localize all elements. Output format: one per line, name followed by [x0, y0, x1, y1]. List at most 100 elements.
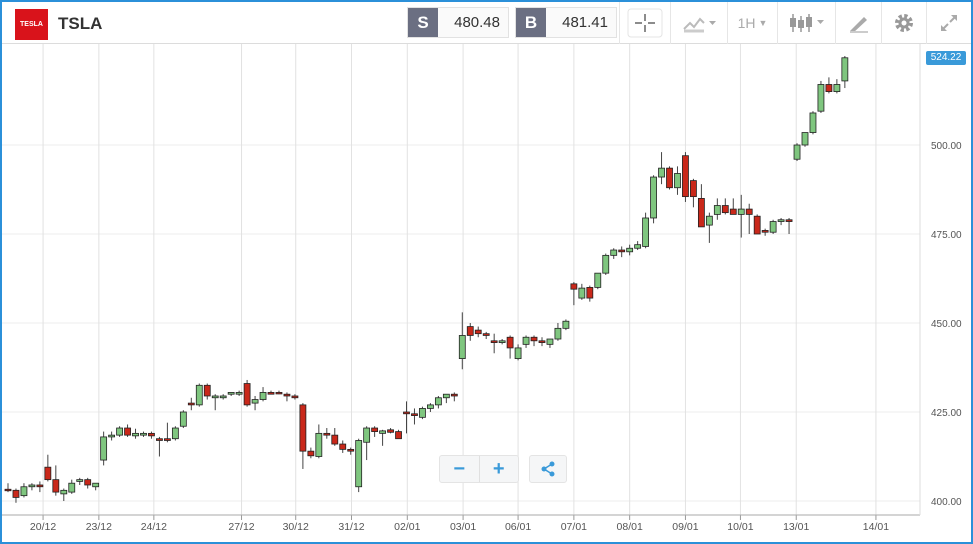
- gear-icon: [895, 14, 913, 32]
- candle-body: [434, 397, 442, 406]
- candle-body: [28, 484, 36, 488]
- candle-body: [801, 132, 809, 146]
- candlestick-icon: [789, 14, 824, 32]
- x-tick-label: 10/01: [727, 521, 753, 533]
- candle-body: [618, 249, 626, 253]
- candle-body: [705, 215, 713, 226]
- y-tick-label: 400.00: [931, 497, 962, 508]
- candle-body: [291, 395, 299, 399]
- timeframe-label: 1H: [737, 15, 756, 31]
- candle-body: [403, 411, 410, 415]
- candle-body: [108, 434, 116, 438]
- candle-body: [163, 438, 171, 441]
- crosshair-button[interactable]: [619, 2, 670, 44]
- x-tick-label: 08/01: [617, 521, 643, 533]
- candle-body: [650, 176, 657, 219]
- candle-body: [634, 244, 642, 249]
- candle-body: [323, 432, 331, 436]
- y-tick-label: 500.00: [931, 141, 962, 152]
- candle-body: [626, 247, 634, 253]
- candle-body: [307, 450, 315, 457]
- candle-body: [419, 408, 426, 418]
- x-tick-label: 06/01: [505, 521, 531, 533]
- x-tick-label: 31/12: [338, 521, 364, 533]
- candle-body: [259, 392, 267, 400]
- candle-body: [100, 436, 108, 461]
- candle-body: [171, 427, 179, 440]
- candle-body: [546, 338, 554, 345]
- buy-price: 481.41: [562, 14, 608, 31]
- candle-body: [570, 283, 578, 290]
- x-tick-label: 23/12: [86, 521, 112, 533]
- chart-type-dropdown[interactable]: [670, 2, 727, 44]
- candle-body: [578, 287, 586, 299]
- candle-body: [745, 208, 753, 215]
- candle-body: [44, 466, 52, 481]
- x-tick-label: 20/12: [30, 521, 56, 533]
- line-chart-icon: [683, 17, 716, 33]
- zoom-in-button[interactable]: +: [480, 456, 519, 482]
- buy-label: B: [516, 8, 546, 37]
- candle-body: [713, 205, 721, 215]
- x-tick-label: 30/12: [283, 521, 309, 533]
- candle-body: [116, 427, 123, 436]
- candle-body: [243, 383, 251, 406]
- candle-body: [450, 393, 458, 397]
- sell-button[interactable]: S 480.48: [407, 7, 509, 38]
- fullscreen-button[interactable]: [926, 2, 971, 44]
- price-chart[interactable]: 400.00 425.00 450.00 475.00 500.00 20/12 23/12…: [2, 44, 971, 544]
- candle-body: [84, 479, 92, 486]
- candle-body: [140, 432, 147, 436]
- candle-body: [506, 336, 514, 349]
- candle-body: [187, 402, 195, 406]
- buy-button[interactable]: B 481.41: [515, 7, 617, 38]
- candle-body: [482, 333, 490, 336]
- candle-body: [148, 432, 155, 437]
- candle-body: [52, 479, 60, 493]
- candle-body: [227, 392, 235, 395]
- candle-body: [427, 404, 434, 409]
- drawing-tools-button[interactable]: [835, 2, 881, 44]
- candle-body: [339, 443, 347, 450]
- candle-body: [554, 327, 562, 340]
- candle-body: [355, 440, 363, 488]
- candle-body: [76, 479, 84, 482]
- settings-button[interactable]: [881, 2, 926, 44]
- candle-body: [841, 57, 849, 82]
- candle-body: [522, 336, 530, 345]
- candle-body: [674, 173, 681, 189]
- candle-body: [179, 411, 187, 427]
- x-tick-label: 03/01: [450, 521, 476, 533]
- symbol-title: TSLA: [58, 14, 103, 33]
- candle-body: [442, 393, 450, 399]
- candle-body: [514, 347, 522, 360]
- candle-body: [275, 392, 283, 395]
- candle-body: [251, 399, 259, 404]
- zoom-controls: − +: [439, 455, 519, 483]
- candle-body: [68, 482, 76, 493]
- candle-body: [267, 392, 275, 395]
- timeframe-dropdown[interactable]: 1H ▼: [727, 2, 777, 44]
- candle-body: [666, 167, 673, 189]
- candle-body: [203, 384, 211, 397]
- x-tick-label: 09/01: [672, 521, 698, 533]
- share-button[interactable]: [529, 455, 567, 483]
- candle-body: [809, 112, 817, 133]
- candle-type-dropdown[interactable]: [777, 2, 835, 44]
- candle-body: [682, 155, 689, 198]
- tesla-logo: TESLA: [15, 9, 48, 40]
- x-tick-label: 02/01: [394, 521, 420, 533]
- candle-body: [92, 482, 100, 488]
- y-tick-label: 475.00: [931, 230, 962, 241]
- zoom-out-button[interactable]: −: [440, 456, 480, 482]
- sell-label: S: [408, 8, 438, 37]
- candle-body: [594, 272, 602, 288]
- candle-body: [498, 340, 506, 343]
- candle-body: [132, 432, 139, 437]
- candle-body: [793, 144, 801, 160]
- sell-price: 480.48: [454, 14, 500, 31]
- candle-body: [411, 413, 418, 416]
- candle-body: [721, 205, 729, 214]
- candle-body: [347, 448, 355, 452]
- candle-body: [235, 392, 243, 395]
